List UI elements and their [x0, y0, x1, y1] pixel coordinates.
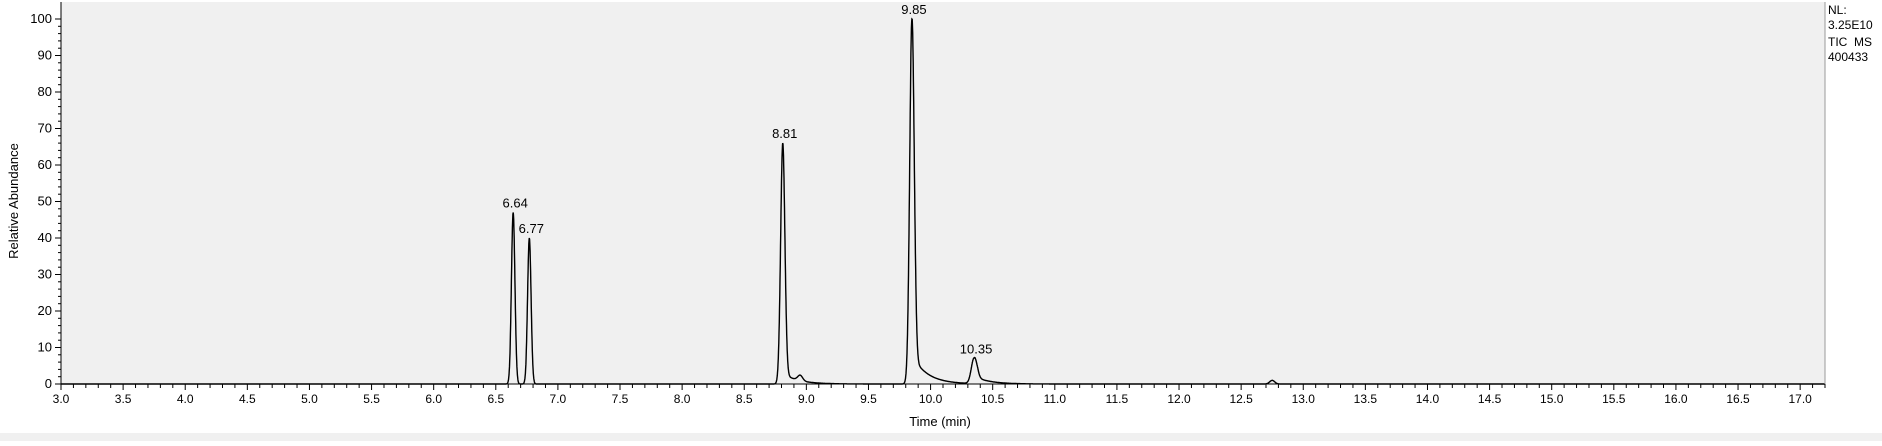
x-tick-label: 7.5: [612, 392, 629, 406]
x-tick-label: 10.5: [981, 392, 1005, 406]
x-tick-label: 15.0: [1540, 392, 1564, 406]
x-tick-label: 4.0: [177, 392, 194, 406]
legend-line-1: NL:: [1828, 3, 1847, 17]
x-tick-label: 15.5: [1602, 392, 1626, 406]
y-tick-label: 80: [38, 84, 52, 99]
x-axis-label: Time (min): [909, 414, 971, 429]
x-ticks: 3.0 3.5 4.0 4.5 5.0 5.5 6.0 6.5 7.0 7.5 8.0 8.5 9.0 9…: [53, 384, 1826, 406]
x-tick-label: 16.0: [1664, 392, 1688, 406]
peak-labels: 6.64 6.77 8.81 9.85 10.35: [503, 2, 993, 356]
peak-label: 8.81: [772, 126, 797, 141]
x-tick-label: 13.5: [1354, 392, 1378, 406]
x-tick-label: 8.0: [674, 392, 691, 406]
peak-label: 10.35: [960, 341, 993, 356]
legend-line-2: 3.25E10: [1828, 18, 1873, 32]
x-tick-label: 12.0: [1167, 392, 1191, 406]
y-tick-label: 40: [38, 230, 52, 245]
peak-label: 9.85: [901, 2, 926, 17]
peak-label: 6.77: [519, 221, 544, 236]
y-tick-label: 10: [38, 340, 52, 355]
y-ticks: 0 10 20 30 40 50 60 70 80 90 100: [30, 11, 61, 391]
x-tick-label: 12.5: [1229, 392, 1253, 406]
x-tick-label: 9.5: [860, 392, 877, 406]
x-tick-label: 7.0: [550, 392, 567, 406]
x-tick-label: 3.5: [115, 392, 132, 406]
x-tick-label: 9.0: [798, 392, 815, 406]
x-tick-label: 10.0: [919, 392, 943, 406]
legend: NL: 3.25E10 TIC MS 400433: [1828, 3, 1873, 64]
x-tick-label: 14.0: [1416, 392, 1440, 406]
x-tick-label: 11.0: [1044, 392, 1067, 406]
plot-area-background: [61, 2, 1825, 384]
y-axis-label: Relative Abundance: [6, 143, 21, 259]
y-tick-label: 70: [38, 121, 52, 136]
bottom-strip: [0, 433, 1882, 441]
x-tick-label: 11.5: [1106, 392, 1129, 406]
x-tick-label: 13.0: [1292, 392, 1316, 406]
y-tick-label: 60: [38, 157, 52, 172]
x-tick-label: 17.0: [1788, 392, 1812, 406]
legend-line-3: TIC MS: [1828, 35, 1872, 49]
y-tick-label: 20: [38, 303, 52, 318]
x-tick-label: 6.0: [425, 392, 442, 406]
peak-label: 6.64: [503, 195, 528, 210]
x-tick-label: 3.0: [53, 392, 70, 406]
y-tick-label: 50: [38, 194, 52, 209]
legend-line-4: 400433: [1828, 50, 1868, 64]
x-tick-label: 4.5: [239, 392, 256, 406]
x-tick-label: 14.5: [1478, 392, 1502, 406]
y-tick-label: 0: [45, 376, 52, 391]
y-tick-label: 100: [30, 11, 52, 26]
x-tick-label: 16.5: [1726, 392, 1750, 406]
x-tick-label: 6.5: [487, 392, 504, 406]
x-tick-label: 5.5: [363, 392, 380, 406]
x-tick-label: 8.5: [736, 392, 753, 406]
y-tick-label: 90: [38, 48, 52, 63]
x-tick-label: 5.0: [301, 392, 318, 406]
y-tick-label: 30: [38, 267, 52, 282]
